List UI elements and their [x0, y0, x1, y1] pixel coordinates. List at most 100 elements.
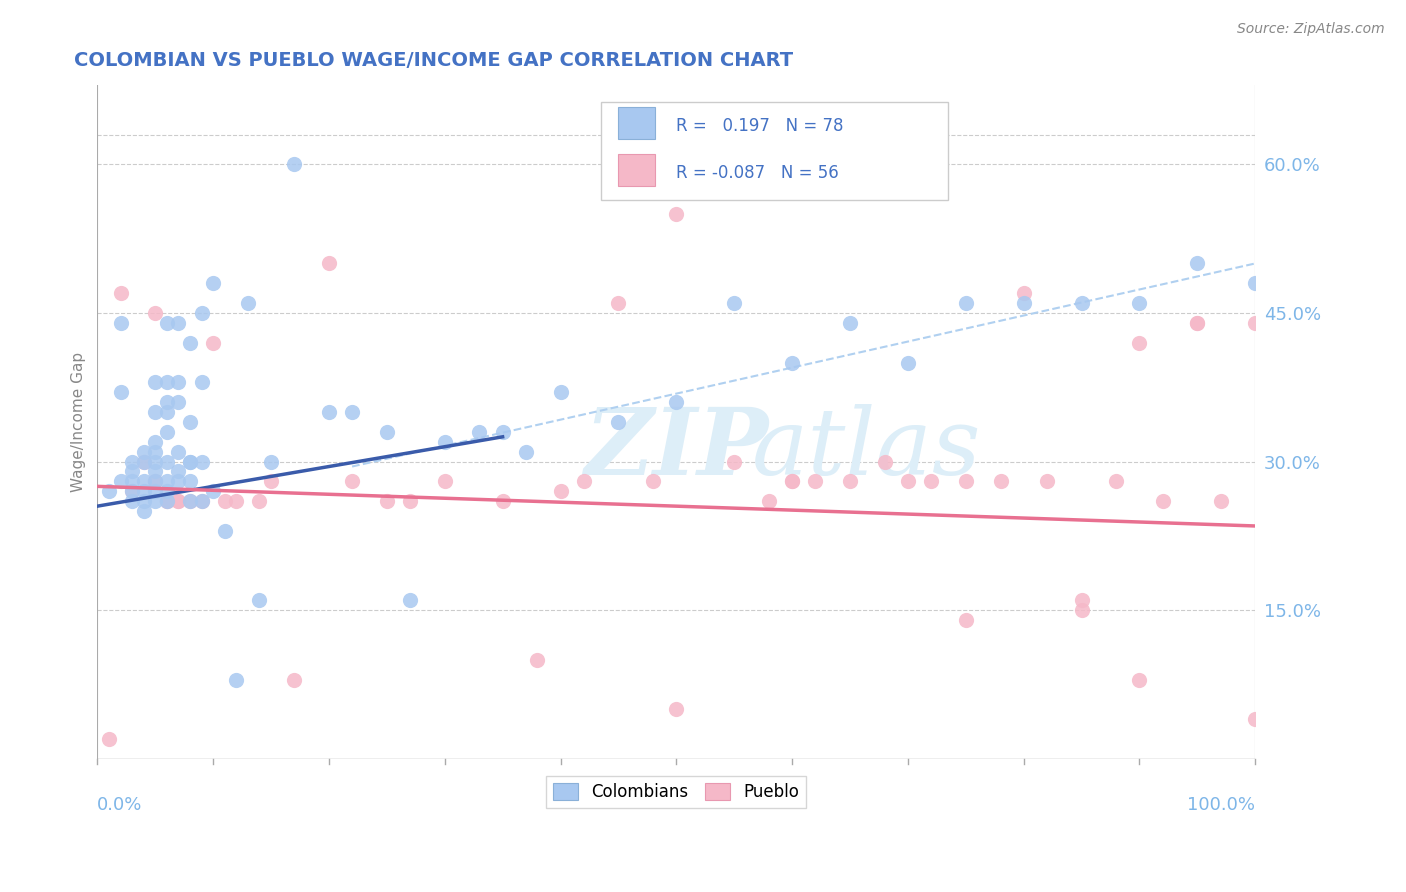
Point [283, 157, 305, 171]
Point [121, 484, 143, 499]
Point [1128, 296, 1150, 310]
Point [156, 376, 179, 390]
Point [167, 376, 190, 390]
Point [665, 207, 688, 221]
Point [1070, 593, 1092, 607]
Point [132, 444, 155, 458]
Point [143, 475, 166, 489]
Point [260, 454, 283, 468]
Point [990, 475, 1012, 489]
Point [156, 494, 179, 508]
Point [143, 306, 166, 320]
Point [156, 405, 179, 419]
Point [236, 296, 259, 310]
Point [550, 484, 572, 499]
Point [468, 425, 491, 439]
Point [179, 475, 201, 489]
Text: COLOMBIAN VS PUEBLO WAGE/INCOME GAP CORRELATION CHART: COLOMBIAN VS PUEBLO WAGE/INCOME GAP CORR… [75, 51, 793, 70]
Point [167, 444, 190, 458]
Point [1244, 316, 1267, 330]
Point [132, 475, 155, 489]
Point [143, 484, 166, 499]
Legend: Colombians, Pueblo: Colombians, Pueblo [547, 776, 806, 808]
Point [804, 475, 827, 489]
Point [1128, 673, 1150, 687]
Point [897, 355, 920, 369]
Point [1152, 494, 1174, 508]
Point [143, 434, 166, 449]
Point [1187, 316, 1209, 330]
Point [491, 425, 513, 439]
Point [143, 444, 166, 458]
Point [156, 494, 179, 508]
Point [515, 444, 537, 458]
Point [375, 494, 398, 508]
Point [340, 475, 363, 489]
Point [167, 316, 190, 330]
Point [260, 475, 283, 489]
Point [143, 376, 166, 390]
Point [665, 395, 688, 409]
Point [607, 415, 630, 429]
Point [132, 454, 155, 468]
Point [839, 475, 862, 489]
Text: R = -0.087   N = 56: R = -0.087 N = 56 [676, 164, 839, 182]
Point [1187, 256, 1209, 270]
Point [179, 494, 201, 508]
Point [780, 355, 803, 369]
Point [249, 494, 271, 508]
Point [723, 296, 745, 310]
Point [572, 475, 595, 489]
Point [723, 454, 745, 468]
Point [110, 385, 132, 400]
Point [433, 475, 456, 489]
Point [1012, 286, 1035, 301]
Point [190, 494, 212, 508]
Point [1128, 335, 1150, 350]
Point [780, 475, 803, 489]
Point [156, 494, 179, 508]
Point [214, 494, 236, 508]
Point [179, 454, 201, 468]
Point [526, 653, 548, 667]
Point [190, 376, 212, 390]
Text: 100.0%: 100.0% [1187, 796, 1256, 814]
Point [955, 296, 977, 310]
Point [97, 484, 120, 499]
Point [156, 484, 179, 499]
Point [190, 306, 212, 320]
Point [143, 494, 166, 508]
Point [607, 296, 630, 310]
Point [143, 454, 166, 468]
Point [214, 524, 236, 538]
Point [167, 475, 190, 489]
Point [156, 425, 179, 439]
Point [1209, 494, 1232, 508]
Point [399, 494, 422, 508]
Point [839, 316, 862, 330]
Point [121, 465, 143, 479]
Point [1012, 296, 1035, 310]
Point [433, 434, 456, 449]
Point [110, 286, 132, 301]
Point [121, 484, 143, 499]
Point [156, 454, 179, 468]
Point [955, 613, 977, 627]
Point [665, 702, 688, 716]
Point [132, 454, 155, 468]
Point [132, 494, 155, 508]
Point [143, 475, 166, 489]
Y-axis label: Wage/Income Gap: Wage/Income Gap [72, 351, 86, 492]
FancyBboxPatch shape [600, 102, 949, 200]
Point [202, 484, 225, 499]
Point [97, 731, 120, 746]
Point [920, 475, 942, 489]
Point [167, 494, 190, 508]
Point [179, 454, 201, 468]
Point [1187, 316, 1209, 330]
Point [202, 277, 225, 291]
Point [121, 454, 143, 468]
FancyBboxPatch shape [619, 153, 655, 186]
Point [225, 673, 247, 687]
Point [179, 494, 201, 508]
